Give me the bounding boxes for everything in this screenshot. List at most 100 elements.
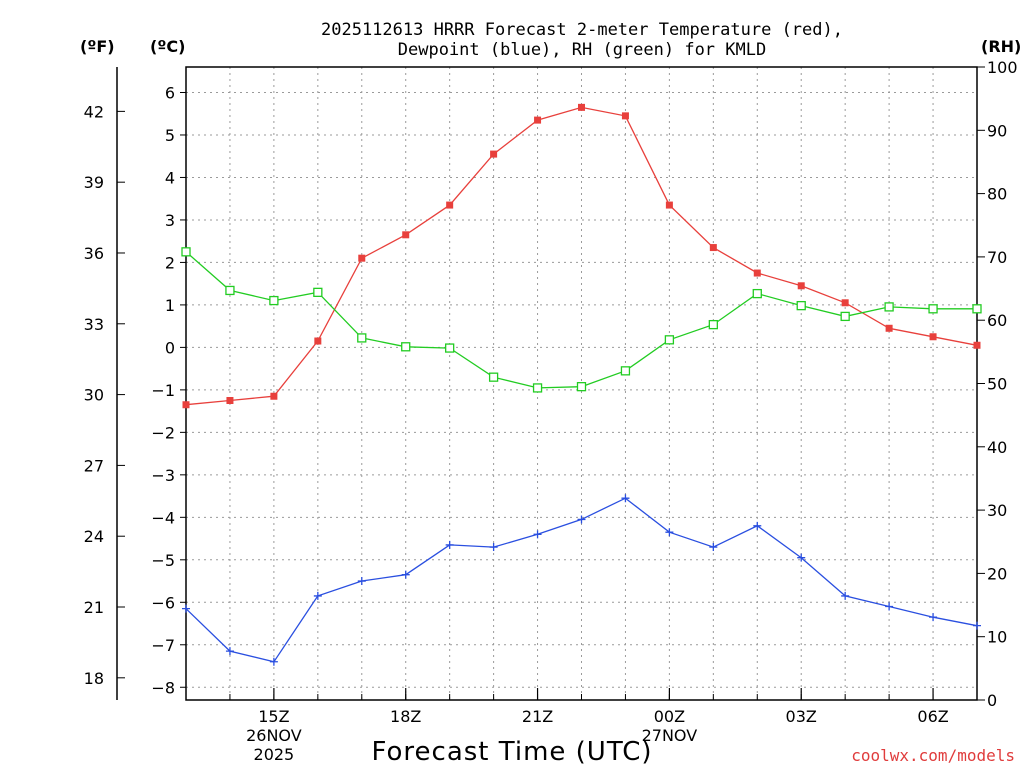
x-tick-label: 15Z [258,707,289,726]
dewpoint-point [225,647,234,656]
rh-point [708,319,718,330]
celsius-tick-label: 6 [165,83,175,102]
rh-point [840,311,850,322]
dewpoint-point [533,530,542,539]
rh-point [620,366,631,376]
series [181,103,982,666]
rh-point [313,287,323,297]
temperature-point [709,244,717,252]
temperature-point [270,392,278,400]
rh-point [445,343,455,353]
celsius-tick-label: −2 [151,423,175,442]
rh-point [928,304,938,314]
temperature-point [841,299,849,307]
rh-tick-label: 60 [987,311,1007,330]
temperature-point [797,282,805,290]
rh-point [269,295,279,306]
dewpoint-point [665,528,674,537]
rh-point [401,342,411,352]
rh-point [664,335,675,345]
x-tick-label: 2025 [254,745,295,764]
temperature-point [753,269,761,277]
rh-point [796,300,806,311]
dewpoint-point [445,540,454,549]
x-tick-label: 06Z [917,707,948,726]
chart-title-line-1: 2025112613 HRRR Forecast 2-meter Tempera… [321,20,843,40]
rh-unit-label: (RH) [981,37,1021,56]
dewpoint-point [182,604,190,613]
celsius-tick-label: 1 [165,296,175,315]
fahrenheit-tick-label: 30 [84,386,104,405]
dewpoint-point [797,553,806,562]
x-tick-label: 27NOV [642,726,698,745]
temperature-point [621,112,629,120]
dewpoint-point [929,613,938,622]
rh-point [972,304,982,314]
rh-tick-label: 100 [987,58,1018,77]
dewpoint-point [269,657,278,666]
fahrenheit-unit-label: (ºF) [80,37,115,56]
x-tick-label: 18Z [390,707,421,726]
temperature-point [885,324,893,332]
fahrenheit-tick-label: 18 [84,669,104,688]
fahrenheit-tick-label: 42 [84,102,104,121]
watermark: coolwx.com/models [851,746,1015,765]
fahrenheit-tick-label: 36 [84,244,104,263]
rh-point [181,247,191,257]
dewpoint-point [621,494,630,503]
rh-tick-label: 90 [987,121,1007,140]
rh-point [357,333,367,343]
rh-tick-label: 20 [987,564,1007,583]
temperature-point [578,103,585,111]
celsius-unit-label: (ºC) [150,37,185,56]
rh-point [488,372,499,382]
rh-point [532,383,543,393]
temperature-point [973,341,981,349]
temperature-point [490,150,498,158]
temperature-point [446,201,454,209]
x-tick-label: 21Z [522,707,553,726]
x-tick-label: 00Z [654,707,685,726]
rh-tick-label: 30 [987,501,1007,520]
rh-point [884,302,894,312]
temperature-point [226,396,234,404]
rh-point [576,382,587,392]
celsius-tick-label: 3 [165,211,175,230]
celsius-tick-label: −8 [151,678,175,697]
celsius-tick-label: −5 [151,551,175,570]
celsius-tick-label: −7 [151,636,175,655]
celsius-tick-label: −1 [151,381,175,400]
dewpoint-point [489,543,498,552]
celsius-tick-label: −3 [151,466,175,485]
x-axis-title: Forecast Time (UTC) [371,737,652,767]
temperature-point [358,254,366,262]
dewpoint-point [357,577,366,586]
rh-tick-label: 50 [987,375,1007,394]
dewpoint-point [885,602,894,611]
rh-tick-label: 70 [987,248,1007,267]
rh-tick-label: 10 [987,628,1007,647]
dewpoint-point [313,591,322,600]
celsius-tick-label: −6 [151,593,175,612]
fahrenheit-tick-label: 27 [84,456,104,475]
temperature-point [665,201,673,209]
rh-point [225,285,235,296]
temperature-point [534,116,542,124]
temperature-point [314,337,322,345]
x-tick-label: 26NOV [246,726,302,745]
temperature-point [182,401,190,409]
fahrenheit-tick-label: 33 [84,315,104,334]
dewpoint-point [401,570,410,579]
temperature-point [402,231,410,239]
rh-tick-label: 40 [987,438,1007,457]
dewpoint-point [841,591,850,600]
fahrenheit-tick-label: 21 [84,598,104,617]
celsius-tick-label: −4 [151,508,175,527]
dewpoint-point [753,521,762,530]
dewpoint-point [577,515,586,524]
fahrenheit-tick-label: 24 [84,527,104,546]
celsius-tick-label: 0 [165,338,175,357]
celsius-tick-label: 5 [165,126,175,145]
